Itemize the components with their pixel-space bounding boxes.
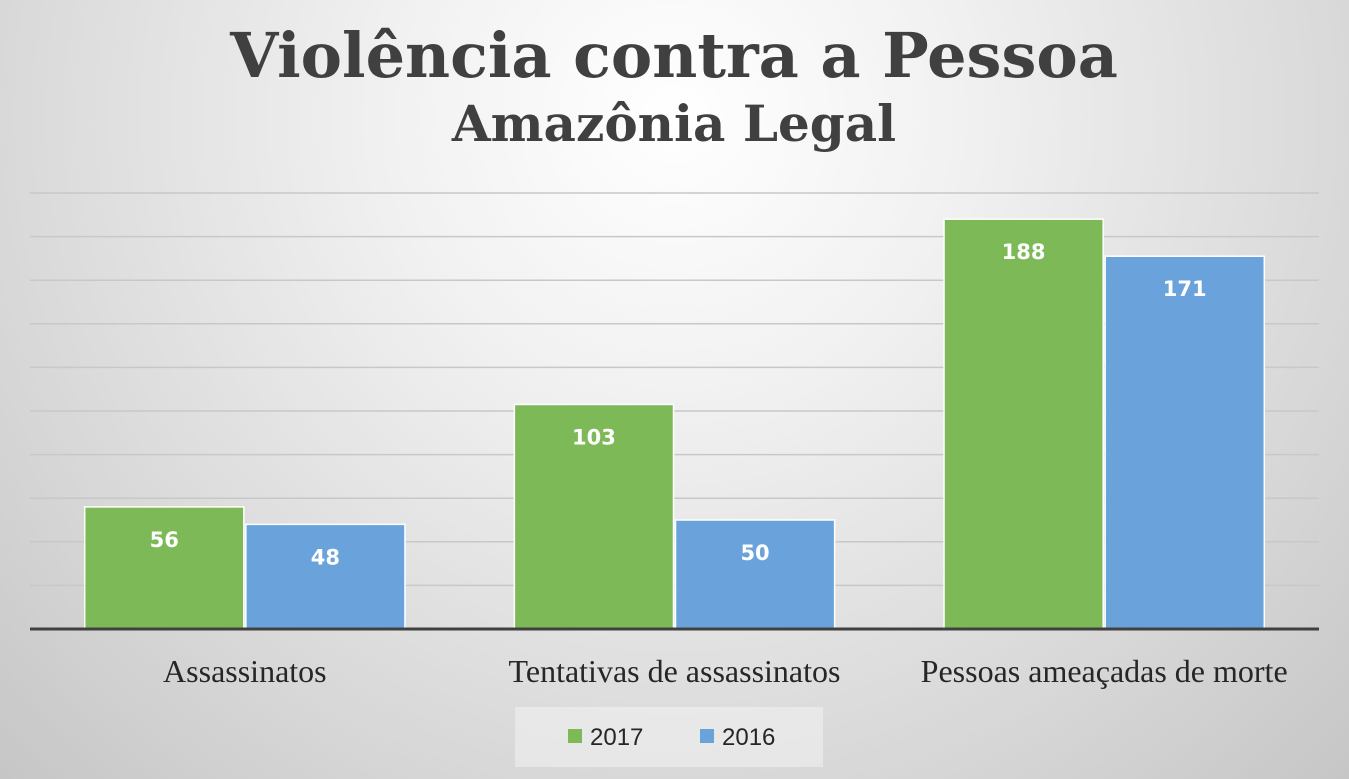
data-label: 50	[740, 541, 769, 565]
data-label: 171	[1163, 277, 1207, 301]
chart-title: Violência contra a Pessoa	[229, 19, 1118, 92]
data-label: 48	[311, 545, 340, 569]
legend-label: 2016	[722, 724, 775, 751]
data-label: 103	[572, 425, 616, 449]
chart-subtitle: Amazônia Legal	[451, 94, 896, 153]
legend-swatch	[568, 729, 582, 743]
bar-2017-2	[943, 218, 1104, 630]
legend-label: 2017	[590, 724, 643, 751]
category-labels: Assassinatos Tentativas de assassinatos Pe…	[163, 653, 1288, 689]
data-label: 188	[1002, 240, 1046, 264]
bar-2016-0	[245, 523, 406, 630]
legend-swatch	[700, 729, 714, 743]
bar-2016-1	[674, 519, 836, 630]
bars: 56 48 103 50 188 171	[83, 218, 1266, 630]
legend-box	[515, 707, 823, 767]
gridlines	[30, 192, 1319, 587]
category-label: Pessoas ameaçadas de morte	[921, 653, 1288, 689]
legend: 2017 2016	[515, 707, 823, 767]
category-label: Assassinatos	[163, 653, 327, 689]
category-label: Tentativas de assassinatos	[509, 653, 841, 689]
data-label: 56	[150, 528, 179, 552]
bar-2016-2	[1104, 255, 1266, 630]
bar-2017-0	[83, 506, 245, 630]
